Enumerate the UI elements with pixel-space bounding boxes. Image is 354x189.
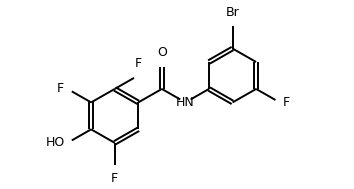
Text: HN: HN — [176, 96, 195, 109]
Text: F: F — [282, 96, 290, 109]
Text: F: F — [57, 82, 64, 95]
Text: F: F — [111, 172, 118, 185]
Text: HO: HO — [46, 136, 65, 149]
Text: O: O — [157, 46, 167, 59]
Text: F: F — [135, 57, 142, 70]
Text: Br: Br — [226, 6, 239, 19]
